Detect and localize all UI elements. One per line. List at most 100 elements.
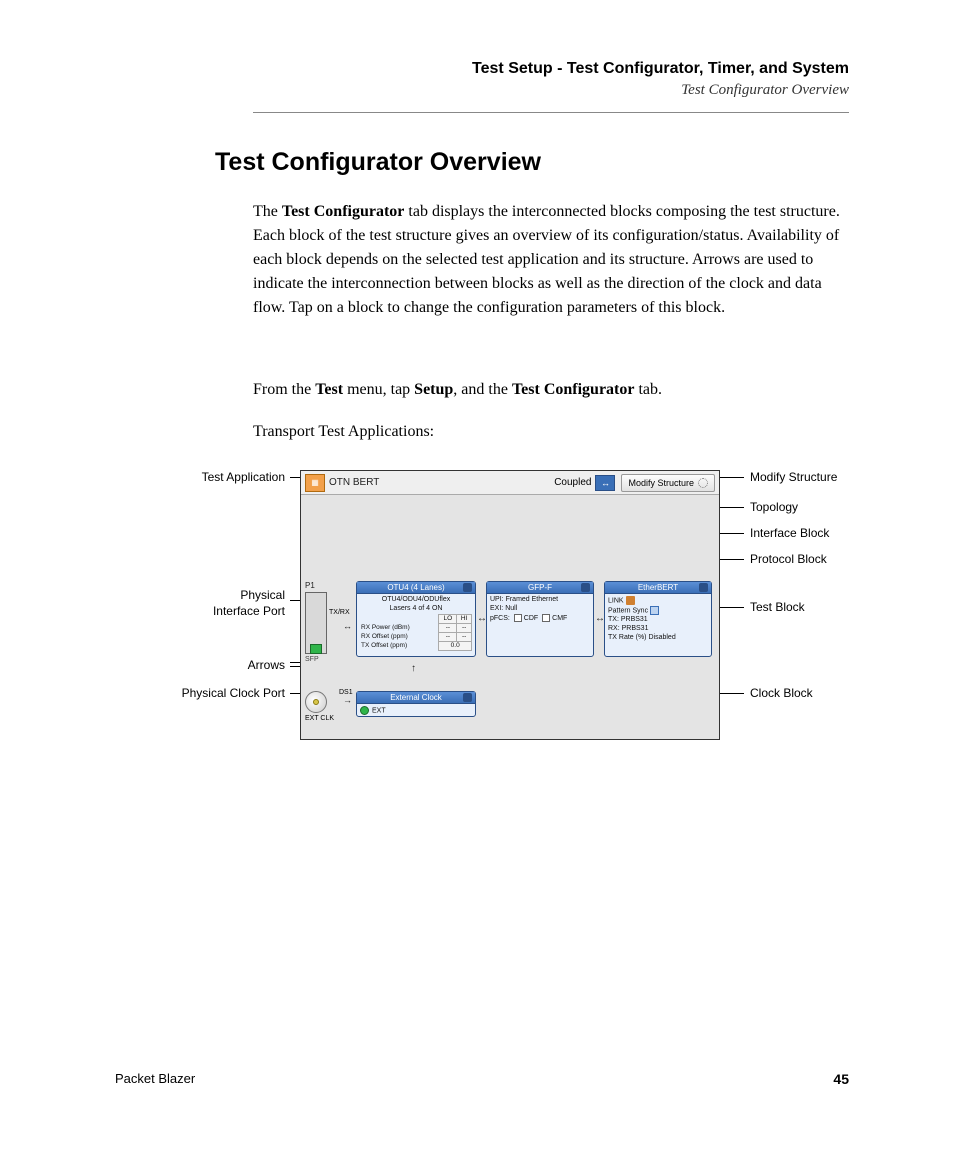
physical-interface-port[interactable]: P1 SFP	[305, 581, 343, 663]
arrow-icon: ↑	[411, 663, 416, 674]
block-body: OTU4/ODU4/ODUflex Lasers 4 of 4 ON LOHI …	[357, 594, 475, 653]
block-title: External Clock	[390, 693, 442, 702]
exi-label: EXI:	[490, 605, 503, 612]
interface-mapping: OTU4/ODU4/ODUflex	[360, 596, 472, 605]
text: menu, tap	[343, 381, 414, 398]
topology-coupled-icon[interactable]: ↔	[595, 475, 615, 491]
label-protocol-block: Protocol Block	[750, 552, 827, 566]
tx-label: TX:	[608, 616, 619, 623]
txrate-label: TX Rate (%)	[608, 634, 647, 641]
cell: --	[439, 623, 457, 632]
row-label: RX Offset (ppm)	[360, 632, 439, 641]
pattern-sync-icon	[650, 606, 659, 615]
block-header: OTU4 (4 Lanes)	[357, 582, 475, 594]
page-footer: Packet Blazer 45	[115, 1071, 849, 1087]
clock-block[interactable]: External Clock EXT	[356, 691, 476, 717]
cell: 0.0	[439, 641, 472, 650]
col-lo: LO	[439, 614, 457, 623]
text: The	[253, 203, 282, 220]
leader	[716, 477, 744, 478]
flow-arrows: ↔	[343, 621, 352, 631]
cmf-label: CMF	[552, 614, 567, 621]
row-label: TX Offset (ppm)	[360, 641, 439, 650]
text: tab.	[634, 381, 662, 398]
block-body: UPI: Framed Ethernet EXI: Null pFCS: CDF…	[487, 594, 593, 625]
psync-label: Pattern Sync	[608, 607, 648, 614]
block-header: EtherBERT	[605, 582, 711, 594]
label-physical-interface-port-1: Physical	[120, 588, 285, 602]
physical-clock-port[interactable]: EXT CLK	[305, 691, 334, 722]
port-sfp-label: SFP	[305, 656, 343, 663]
col-hi: HI	[457, 614, 472, 623]
port-led-icon	[310, 644, 322, 654]
expand-icon	[463, 693, 472, 702]
test-block[interactable]: EtherBERT LINK Pattern Sync TX: PRBS31 R…	[604, 581, 712, 657]
link-label: LINK	[608, 597, 624, 604]
label-test-application: Test Application	[120, 470, 285, 484]
text: , and the	[453, 381, 512, 398]
checkbox-cdf[interactable]	[514, 614, 522, 622]
expand-icon	[699, 583, 708, 592]
app-name: OTN BERT	[329, 477, 379, 488]
label-clock-block: Clock Block	[750, 686, 813, 700]
panel-topbar: ▦ OTN BERT Coupled ↔ Modify Structure	[301, 471, 719, 495]
checkbox-cmf[interactable]	[542, 614, 550, 622]
gear-icon	[698, 478, 708, 488]
block-title: GFP-F	[528, 583, 552, 592]
txrate-value: Disabled	[648, 634, 675, 641]
text-bold: Test	[315, 381, 343, 398]
rx-label: RX:	[608, 625, 620, 632]
cell: --	[439, 632, 457, 641]
link-status-icon	[626, 596, 635, 605]
cell: --	[457, 623, 472, 632]
ext-clk-label: EXT CLK	[305, 715, 334, 722]
tx-value: PRBS31	[621, 616, 648, 623]
paragraph-1: The Test Configurator tab displays the i…	[253, 200, 849, 320]
label-physical-clock-port: Physical Clock Port	[120, 686, 285, 700]
cell: --	[457, 632, 472, 641]
clock-status-icon	[360, 706, 369, 715]
interface-lasers: Lasers 4 of 4 ON	[360, 605, 472, 614]
text-bold: Test Configurator	[512, 381, 635, 398]
label-test-block: Test Block	[750, 600, 805, 614]
modify-structure-button[interactable]: Modify Structure	[621, 474, 715, 492]
block-header: External Clock	[357, 692, 475, 704]
footer-product: Packet Blazer	[115, 1071, 195, 1087]
diagram: Test Application Physical Interface Port…	[120, 460, 880, 760]
coupled-label: Coupled	[554, 477, 591, 488]
label-interface-block: Interface Block	[750, 526, 829, 540]
pfcs-label: pFCS:	[490, 614, 510, 621]
clock-ext-label: EXT	[372, 707, 386, 714]
label-physical-interface-port-2: Interface Port	[120, 604, 285, 618]
upi-value: Framed Ethernet	[506, 596, 559, 603]
rx-value: PRBS31	[622, 625, 649, 632]
label-topology: Topology	[750, 500, 798, 514]
block-header: GFP-F	[487, 582, 593, 594]
port-txrx-label: TX/RX	[329, 609, 350, 616]
paragraph-2: From the Test menu, tap Setup, and the T…	[253, 378, 849, 402]
upi-label: UPI:	[490, 596, 504, 603]
paragraph-3: Transport Test Applications:	[253, 420, 849, 444]
port-p1-label: P1	[305, 581, 343, 590]
label-modify-structure: Modify Structure	[750, 470, 837, 484]
page-heading: Test Configurator Overview	[215, 148, 541, 177]
section-title: Test Configurator Overview	[472, 82, 849, 99]
interface-block[interactable]: OTU4 (4 Lanes) OTU4/ODU4/ODUflex Lasers …	[356, 581, 476, 657]
block-body: LINK Pattern Sync TX: PRBS31 RX: PRBS31 …	[605, 594, 711, 644]
footer-page-number: 45	[833, 1071, 849, 1087]
interface-readings-table: LOHI RX Power (dBm)---- RX Offset (ppm)-…	[360, 614, 472, 652]
modify-structure-label: Modify Structure	[628, 478, 694, 488]
text-bold: Setup	[414, 381, 453, 398]
text-bold: Test Configurator	[282, 203, 405, 220]
text: From the	[253, 381, 315, 398]
arrow-icon: ↔	[343, 621, 352, 631]
label-arrows: Arrows	[120, 658, 285, 672]
arrow-icon: →	[343, 695, 352, 705]
expand-icon	[463, 583, 472, 592]
header-rule	[253, 112, 849, 113]
cdf-label: CDF	[524, 614, 538, 621]
protocol-block[interactable]: GFP-F UPI: Framed Ethernet EXI: Null pFC…	[486, 581, 594, 657]
block-title: EtherBERT	[638, 583, 678, 592]
exi-value: Null	[505, 605, 517, 612]
expand-icon	[581, 583, 590, 592]
